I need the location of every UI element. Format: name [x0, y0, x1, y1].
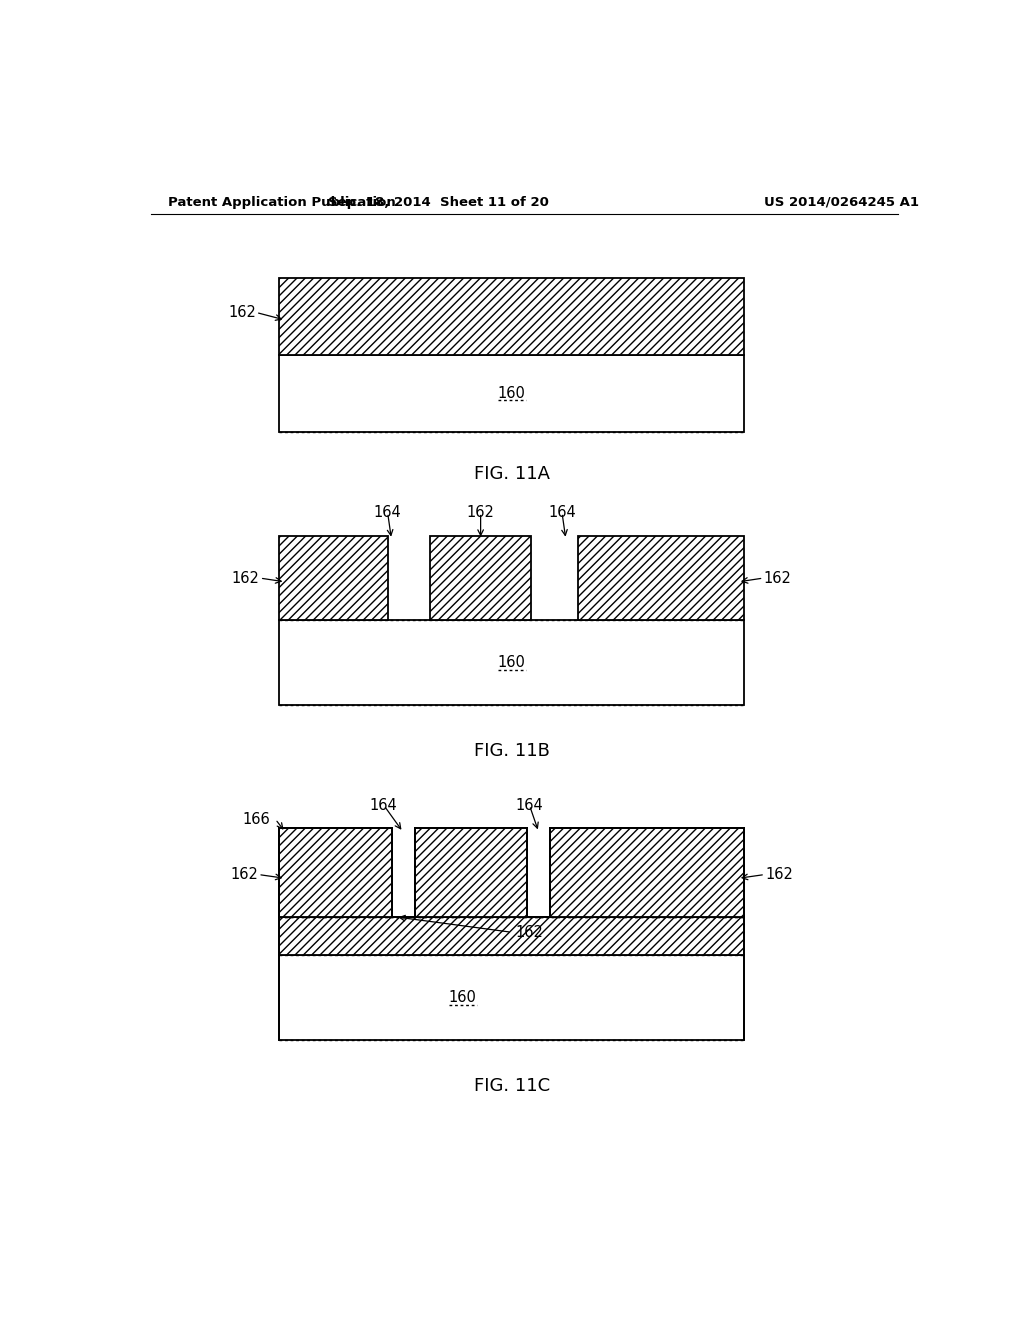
Text: 162: 162 — [231, 570, 260, 586]
Text: FIG. 11B: FIG. 11B — [474, 742, 550, 760]
Text: 162: 162 — [765, 867, 793, 882]
Text: 164: 164 — [515, 797, 544, 813]
Text: US 2014/0264245 A1: US 2014/0264245 A1 — [764, 195, 919, 209]
Bar — [578, 536, 744, 620]
Text: 162: 162 — [230, 867, 258, 882]
Text: 162: 162 — [228, 305, 256, 319]
Bar — [430, 536, 531, 620]
Bar — [550, 829, 744, 917]
Bar — [280, 917, 744, 956]
Bar — [280, 620, 744, 705]
Text: 164: 164 — [374, 506, 401, 520]
Text: 164: 164 — [370, 797, 397, 813]
Bar — [280, 355, 744, 432]
Bar — [280, 536, 388, 620]
Text: 160: 160 — [449, 990, 477, 1006]
Text: 160: 160 — [498, 385, 525, 401]
Text: FIG. 11C: FIG. 11C — [473, 1077, 550, 1096]
Bar — [280, 277, 744, 355]
Text: 166: 166 — [242, 812, 270, 826]
Text: 162: 162 — [764, 570, 792, 586]
Bar — [280, 829, 391, 917]
Text: 162: 162 — [515, 925, 544, 940]
Text: FIG. 11A: FIG. 11A — [474, 465, 550, 483]
Bar — [415, 829, 527, 917]
Text: 164: 164 — [548, 506, 575, 520]
Text: Sep. 18, 2014  Sheet 11 of 20: Sep. 18, 2014 Sheet 11 of 20 — [328, 195, 549, 209]
Text: Patent Application Publication: Patent Application Publication — [168, 195, 396, 209]
Text: 160: 160 — [498, 655, 525, 671]
Bar — [280, 956, 744, 1040]
Text: 162: 162 — [467, 506, 495, 520]
